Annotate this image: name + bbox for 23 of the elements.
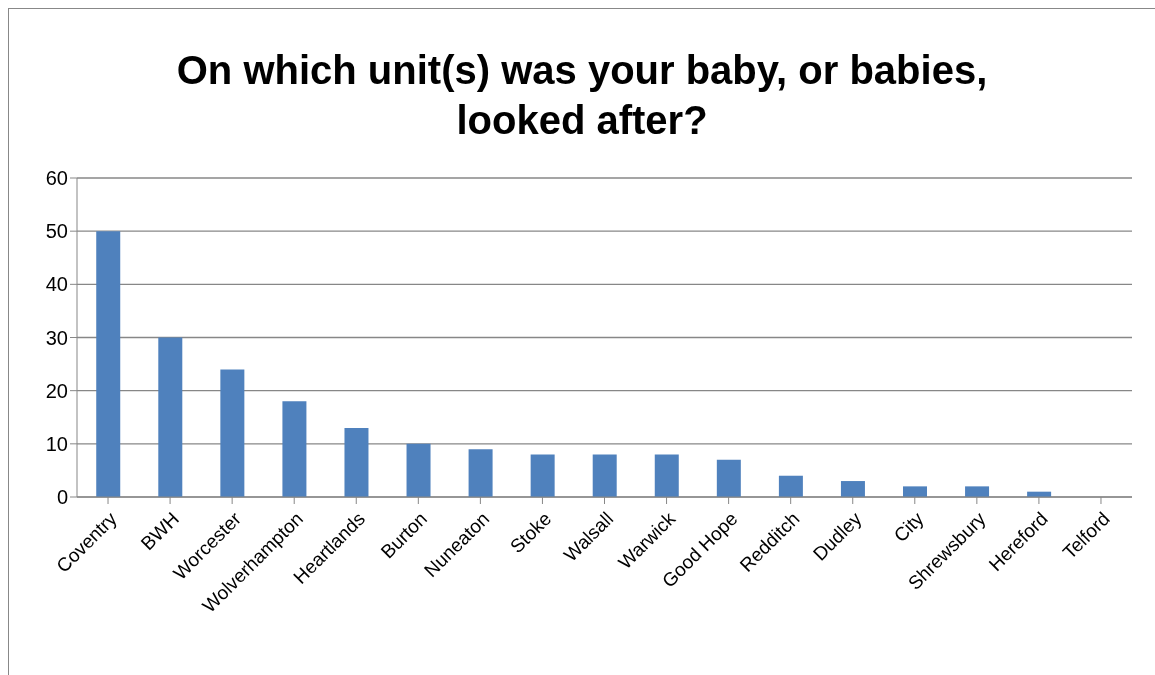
bar xyxy=(468,449,493,497)
bar xyxy=(530,454,555,497)
chart-title: On which unit(s) was your baby, or babies, looked after? xyxy=(175,47,989,144)
bar xyxy=(778,475,803,497)
bar xyxy=(716,459,741,497)
y-tick-label: 50 xyxy=(45,220,68,243)
y-tick-label: 0 xyxy=(56,486,68,509)
bar xyxy=(282,401,307,497)
bar xyxy=(592,454,617,497)
bar xyxy=(654,454,679,497)
y-tick-label: 10 xyxy=(45,432,68,455)
y-tick-label: 30 xyxy=(45,326,68,349)
bar xyxy=(344,427,369,497)
bar xyxy=(903,486,927,497)
bar xyxy=(220,369,245,497)
y-tick-label: 60 xyxy=(45,167,68,190)
bar xyxy=(96,231,121,497)
bar xyxy=(840,481,865,497)
y-tick-label: 40 xyxy=(45,273,68,296)
y-tick-label: 20 xyxy=(45,379,68,402)
bar xyxy=(406,443,431,497)
bar xyxy=(965,486,990,497)
bar xyxy=(158,337,183,497)
